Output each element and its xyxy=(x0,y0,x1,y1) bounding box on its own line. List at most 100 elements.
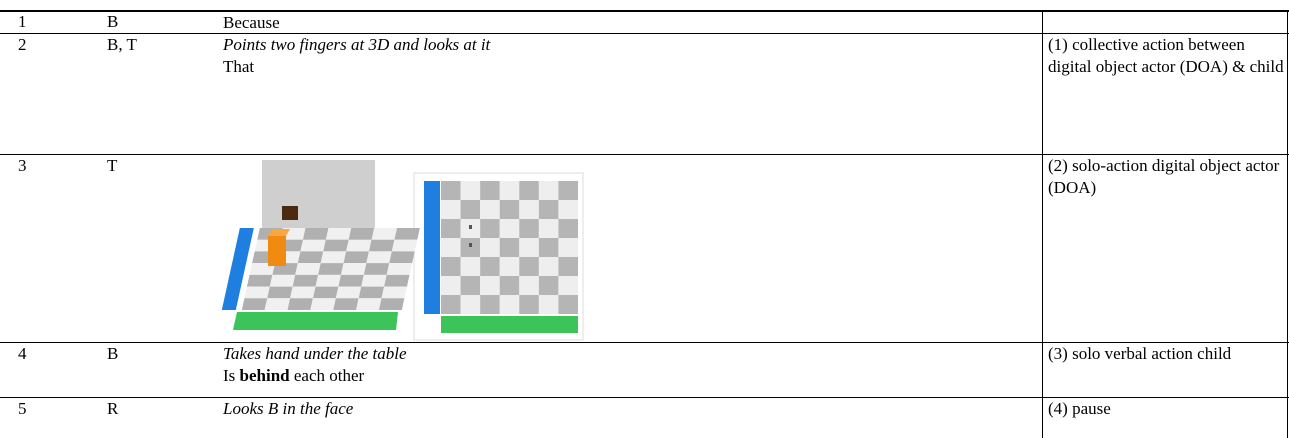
transcript-line: Because xyxy=(223,12,280,34)
board-square xyxy=(441,181,461,200)
floor-square xyxy=(272,263,298,275)
code: (4) pause xyxy=(1048,399,1111,418)
row-number: 1 xyxy=(18,12,27,31)
board-square xyxy=(519,219,539,238)
floor-square xyxy=(389,251,415,264)
board-square xyxy=(538,276,559,295)
board-square xyxy=(460,181,481,200)
floor-square xyxy=(267,286,293,299)
code: (2) solo-action digital object actor (DO… xyxy=(1048,156,1284,197)
piece xyxy=(469,243,472,247)
floor-square xyxy=(335,286,362,299)
floor-square xyxy=(386,263,413,275)
row-rule xyxy=(0,397,1289,398)
floor-square xyxy=(318,263,344,275)
floor-square xyxy=(371,228,397,240)
board-square xyxy=(538,257,559,276)
board-square xyxy=(499,200,520,219)
floor-square xyxy=(340,263,367,275)
floor-square xyxy=(290,286,316,299)
row-rule xyxy=(0,154,1289,155)
transcript-line: That xyxy=(223,56,254,78)
board-square xyxy=(538,181,559,200)
board-square xyxy=(499,276,520,295)
board-square xyxy=(499,295,520,314)
floor-square xyxy=(394,228,420,240)
board-square xyxy=(441,200,461,219)
row-number: 3 xyxy=(18,156,27,175)
floor-square xyxy=(391,239,418,252)
floor-square xyxy=(361,274,387,287)
board-square xyxy=(460,295,481,314)
board-square xyxy=(558,257,578,276)
box-top xyxy=(268,229,290,236)
board-square xyxy=(519,257,539,276)
board-square xyxy=(499,181,520,200)
transcript-line: Is behind each other xyxy=(223,365,364,387)
y-bar xyxy=(221,228,254,310)
floor-square xyxy=(323,239,349,252)
floor-square xyxy=(363,263,390,275)
speaker: R xyxy=(107,399,119,418)
row-rule xyxy=(0,33,1289,34)
transcript-line: Takes hand under the table xyxy=(223,343,407,365)
board-square xyxy=(558,295,578,314)
board-square xyxy=(441,295,461,314)
x-bar xyxy=(441,316,578,333)
text-run: behind xyxy=(239,366,290,385)
speaker: B, T xyxy=(107,35,137,54)
y-bar xyxy=(424,181,440,314)
floor-square xyxy=(320,251,347,264)
floor-square xyxy=(300,239,326,252)
floor-square xyxy=(246,274,273,287)
board-square xyxy=(538,219,559,238)
board-square xyxy=(499,257,520,276)
board-square xyxy=(558,200,578,219)
board-square xyxy=(519,276,539,295)
floor-square xyxy=(241,298,268,310)
floor-square xyxy=(338,274,364,287)
floor-square xyxy=(297,251,324,264)
board-square xyxy=(519,200,539,219)
text-run: That xyxy=(223,57,255,76)
code: (1) collective action between digital ob… xyxy=(1048,35,1284,76)
text-run: Is xyxy=(223,366,240,385)
floor-square xyxy=(325,228,352,240)
box-side xyxy=(268,236,286,266)
floor-square xyxy=(348,228,375,240)
piece xyxy=(469,225,472,229)
floor-square xyxy=(287,298,313,310)
window xyxy=(282,206,298,220)
row-number: 2 xyxy=(18,35,27,54)
row-number: 5 xyxy=(18,399,27,418)
floor-square xyxy=(269,274,296,287)
transcript-line: Points two fingers at 3D and looks at it xyxy=(223,34,490,56)
board-square xyxy=(480,295,500,314)
floor-square xyxy=(333,298,359,310)
column-rule xyxy=(1287,10,1288,438)
board-square xyxy=(499,219,520,238)
board-square xyxy=(519,238,539,257)
floor-square xyxy=(292,274,319,287)
board-square xyxy=(480,181,500,200)
text-run: Because xyxy=(223,13,280,32)
floor-square xyxy=(302,228,329,240)
board-square xyxy=(441,257,461,276)
board-square xyxy=(499,238,520,257)
floor-square xyxy=(244,286,270,299)
board-square xyxy=(519,181,539,200)
board-square xyxy=(441,276,461,295)
floor-square xyxy=(358,286,385,299)
text-run: Looks B in the face xyxy=(223,399,354,418)
column-rule xyxy=(1042,10,1043,438)
floor-square xyxy=(295,263,321,275)
board-square xyxy=(460,238,481,257)
board-square xyxy=(480,219,500,238)
board-square xyxy=(441,238,461,257)
board-square xyxy=(480,238,500,257)
board-square xyxy=(538,238,559,257)
floor-square xyxy=(264,298,291,310)
floor-square xyxy=(366,251,392,264)
